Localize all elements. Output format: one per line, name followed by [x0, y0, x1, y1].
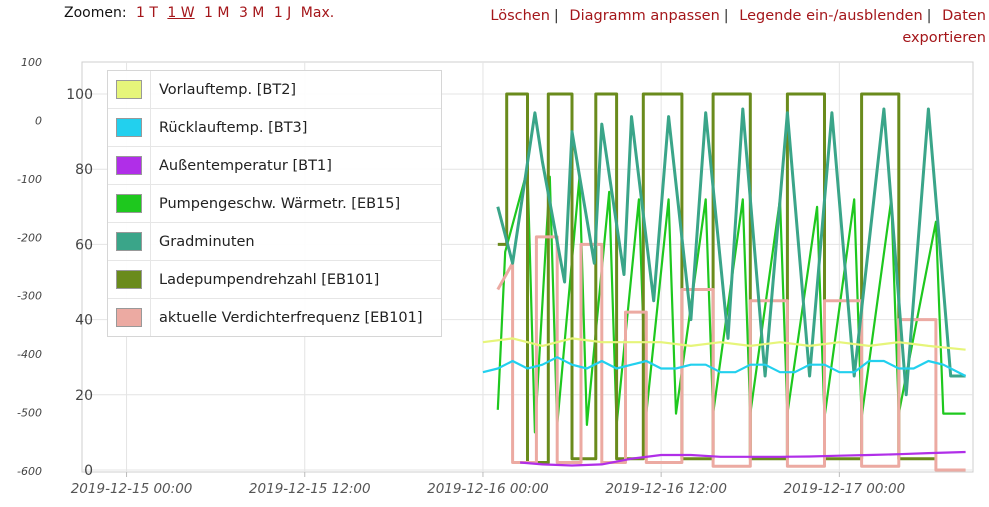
- zoom-label: Zoomen:: [64, 5, 127, 21]
- chart-legend[interactable]: Vorlauftemp. [BT2] Rücklauftemp. [BT3] Auß…: [107, 70, 442, 337]
- legend-label: Gradminuten: [159, 233, 255, 250]
- y-right-tick-label: 20: [75, 388, 93, 404]
- separator: |: [553, 8, 559, 24]
- legend-swatch-cell: [108, 71, 151, 108]
- legend-label: Ladepumpendrehzahl [EB101]: [159, 271, 380, 288]
- legend-swatch-cell: [108, 147, 151, 184]
- x-tick-label: 2019-12-16 00:00: [427, 481, 549, 497]
- legend-swatch: [116, 308, 142, 327]
- series-group: [482, 92, 967, 472]
- legend-swatch: [116, 118, 142, 137]
- legend-swatch: [116, 194, 142, 213]
- series-line-2[interactable]: [520, 450, 966, 467]
- y-right-tick-label: 60: [75, 237, 93, 253]
- legend-swatch-cell: [108, 299, 151, 336]
- y-left-tick-label: -300: [17, 290, 42, 303]
- x-axis: 2019-12-15 00:00 2019-12-15 12:00 2019-12-…: [71, 472, 905, 497]
- zoom-max[interactable]: Max.: [300, 5, 335, 21]
- series-line-4[interactable]: [496, 107, 966, 397]
- legend-label: Rücklauftemp. [BT3]: [159, 119, 308, 136]
- separator: |: [926, 8, 932, 24]
- separator: |: [723, 8, 729, 24]
- legend-item[interactable]: aktuelle Verdichterfrequenz [EB101]: [108, 299, 441, 336]
- toolbar: Zoomen: 1 T 1 W 1 M 3 M 1 J Max. Löschen…: [0, 0, 989, 50]
- series-line-1[interactable]: [482, 356, 967, 377]
- legend-swatch: [116, 232, 142, 251]
- zoom-1-day[interactable]: 1 T: [136, 5, 158, 21]
- legend-item[interactable]: Außentemperatur [BT1]: [108, 147, 441, 185]
- y-left-tick-label: -500: [17, 407, 42, 420]
- y-right-tick-label: 40: [75, 313, 93, 329]
- series-line-5[interactable]: [497, 92, 936, 464]
- zoom-1-week[interactable]: 1 W: [167, 5, 195, 21]
- y-right-tick-label: 100: [66, 87, 93, 103]
- series-line-6[interactable]: [496, 235, 966, 472]
- left-axis: 100 0 -100 -200 -300 -400 -500 -600: [17, 56, 42, 478]
- y-left-tick-label: -200: [17, 231, 42, 244]
- x-tick-label: 2019-12-16 12:00: [605, 481, 727, 497]
- customize-chart-button[interactable]: Diagramm anpassen: [569, 8, 720, 24]
- legend-swatch-cell: [108, 109, 151, 146]
- legend-swatch: [116, 80, 142, 99]
- legend-swatch-cell: [108, 223, 151, 260]
- legend-label: Pumpengeschw. Wärmetr. [EB15]: [159, 195, 401, 212]
- y-left-tick-label: -600: [17, 465, 42, 478]
- zoom-1-year[interactable]: 1 J: [273, 5, 292, 21]
- x-tick-label: 2019-12-17 00:00: [784, 481, 906, 497]
- y-right-tick-label: 80: [75, 162, 93, 178]
- zoom-3-months[interactable]: 3 M: [238, 5, 265, 21]
- zoom-bar: Zoomen: 1 T 1 W 1 M 3 M 1 J Max.: [64, 5, 334, 21]
- legend-label: Vorlauftemp. [BT2]: [159, 81, 297, 98]
- chart-actions: Löschen | Diagramm anpassen | Legende ein-…: [446, 5, 986, 49]
- legend-swatch-cell: [108, 185, 151, 222]
- legend-item[interactable]: Rücklauftemp. [BT3]: [108, 109, 441, 147]
- clear-button[interactable]: Löschen: [490, 8, 550, 24]
- y-left-tick-label: -100: [17, 173, 42, 186]
- legend-label: aktuelle Verdichterfrequenz [EB101]: [159, 309, 423, 326]
- zoom-1-month[interactable]: 1 M: [204, 5, 230, 21]
- legend-swatch: [116, 156, 142, 175]
- legend-item[interactable]: Vorlauftemp. [BT2]: [108, 71, 441, 109]
- y-left-tick-label: -400: [17, 348, 42, 361]
- legend-item[interactable]: Pumpengeschw. Wärmetr. [EB15]: [108, 185, 441, 223]
- right-axis: 0 20 40 60 80 100: [66, 87, 93, 479]
- y-right-tick-label: 0: [84, 463, 93, 479]
- x-tick-label: 2019-12-15 00:00: [71, 481, 193, 497]
- x-tick-label: 2019-12-15 12:00: [249, 481, 371, 497]
- legend-item[interactable]: Gradminuten: [108, 223, 441, 261]
- legend-swatch-cell: [108, 261, 151, 298]
- export-data-button[interactable]: Daten exportieren: [902, 8, 986, 46]
- y-left-tick-label: 100: [21, 56, 42, 69]
- series-line-0[interactable]: [482, 337, 966, 351]
- legend-swatch: [116, 270, 142, 289]
- legend-label: Außentemperatur [BT1]: [159, 157, 332, 174]
- y-left-tick-label: 0: [35, 114, 42, 127]
- toggle-legend-button[interactable]: Legende ein-/ausblenden: [739, 8, 923, 24]
- legend-item[interactable]: Ladepumpendrehzahl [EB101]: [108, 261, 441, 299]
